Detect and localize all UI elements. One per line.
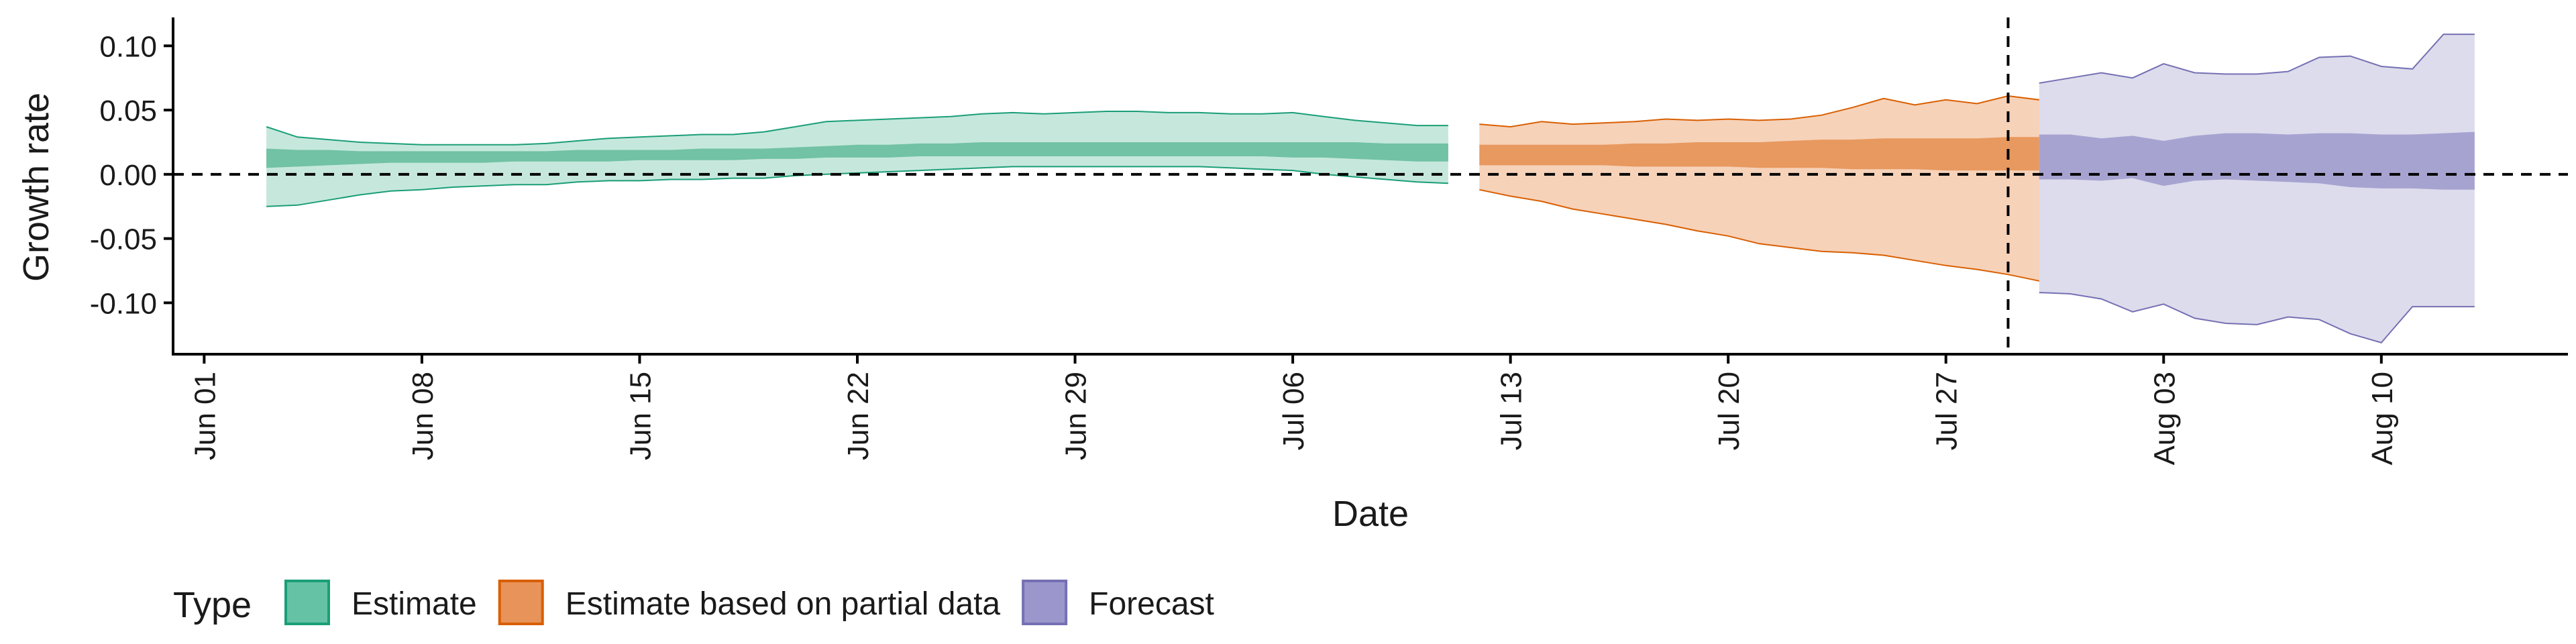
x-tick-label: Jun 22 <box>842 372 875 460</box>
x-tick-label: Jul 13 <box>1495 372 1528 450</box>
outer-band-1 <box>1479 89 2133 294</box>
outer-upper-line-1 <box>1479 89 2133 128</box>
series-0 <box>266 111 1448 207</box>
legend-title: Type <box>173 585 252 625</box>
x-axis-ticks: Jun 01 Jun 08 Jun 15 Jun 22 Jun 29 Jul 06 Jul … <box>189 354 2399 465</box>
axes <box>172 17 2568 356</box>
x-tick-label: Jul 20 <box>1713 372 1746 450</box>
x-tick-label: Aug 03 <box>2148 372 2181 465</box>
series-bands <box>266 34 2475 343</box>
y-tick-label: 0.10 <box>99 30 157 63</box>
y-axis-label: Growth rate <box>16 93 56 282</box>
outer-lower-line-1 <box>1479 189 2133 294</box>
legend-swatch <box>284 580 330 625</box>
legend-entries: Estimate Estimate based on partial data Fo… <box>284 580 1214 625</box>
legend-label: Estimate <box>352 586 477 622</box>
legend-swatch <box>1022 580 1068 625</box>
legend-swatch <box>498 580 544 625</box>
x-tick-label: Jun 01 <box>189 372 221 460</box>
y-tick-label: 0.05 <box>99 95 157 127</box>
inner-band-0 <box>266 142 1448 168</box>
y-tick-label: 0.00 <box>99 159 157 192</box>
x-tick-label: Aug 10 <box>2366 372 2399 465</box>
inner-band-1 <box>1479 136 2133 172</box>
x-axis-label: Date <box>1332 494 1409 534</box>
outer-upper-line-0 <box>266 111 1448 146</box>
outer-upper-line-2 <box>2039 34 2475 84</box>
x-tick-label: Jul 27 <box>1931 372 1964 450</box>
x-tick-label: Jun 08 <box>407 372 439 460</box>
series-2 <box>2039 34 2475 343</box>
legend-label: Forecast <box>1089 586 1214 622</box>
y-tick-label: -0.05 <box>90 223 157 256</box>
x-tick-label: Jun 29 <box>1060 372 1093 460</box>
outer-lower-line-2 <box>2039 292 2475 343</box>
series-1 <box>1479 89 2133 294</box>
y-tick-label: -0.10 <box>90 287 157 320</box>
outer-band-2 <box>2039 34 2475 343</box>
legend-label: Estimate based on partial data <box>566 586 1001 622</box>
legend: Type Estimate Estimate based on partial d… <box>173 580 1214 625</box>
x-tick-label: Jun 15 <box>624 372 657 460</box>
y-axis-ticks: -0.10 -0.05 0.00 0.05 0.10 <box>90 30 173 320</box>
x-tick-label: Jul 06 <box>1277 372 1310 450</box>
